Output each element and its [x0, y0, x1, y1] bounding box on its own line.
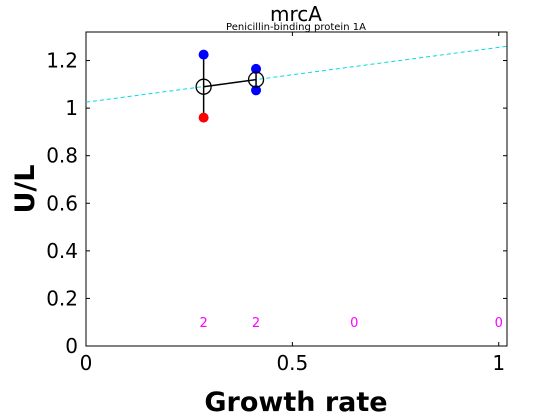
fit-line: [85, 45, 508, 103]
chart-subtitle: Penicillin-binding protein 1A: [226, 22, 366, 33]
axis-ticks: 0 0.5 1 0 0.2 0.4 0.6 0.8 1 1.2: [46, 32, 507, 375]
y-tick-label: 0.4: [46, 239, 78, 263]
mean-marker: [195, 78, 212, 95]
chart-title: mrcA: [270, 2, 322, 26]
x-tick-label: 0: [80, 351, 93, 375]
mean-connector: [203, 78, 257, 88]
y-tick-label: 0.2: [46, 286, 78, 310]
y-axis-label: U/L: [10, 165, 41, 214]
data-point: [251, 63, 262, 74]
count-label: 0: [350, 316, 358, 331]
count-label: 2: [199, 316, 207, 331]
fit-line-group: [85, 45, 508, 103]
count-label: 0: [495, 316, 503, 331]
plot-area: [85, 31, 508, 347]
y-tick-label: 1.2: [46, 49, 78, 73]
data-point-group: [198, 49, 262, 123]
y-tick-label: 0.8: [46, 144, 78, 168]
y-tick-label: 1: [65, 96, 78, 120]
y-tick-label: 0: [65, 334, 78, 358]
x-axis-label: Growth rate: [204, 387, 387, 418]
count-label-group: 2 2 0 0: [199, 316, 502, 331]
x-tick-label: 1: [492, 351, 505, 375]
mean-marker-group: [195, 71, 265, 95]
data-point: [251, 85, 262, 96]
data-point: [198, 49, 209, 60]
mean-marker: [247, 71, 265, 88]
x-tick-label: 0.5: [276, 351, 308, 375]
data-point: [198, 112, 209, 123]
y-tick-label: 0.6: [46, 191, 78, 215]
count-label: 2: [252, 316, 260, 331]
